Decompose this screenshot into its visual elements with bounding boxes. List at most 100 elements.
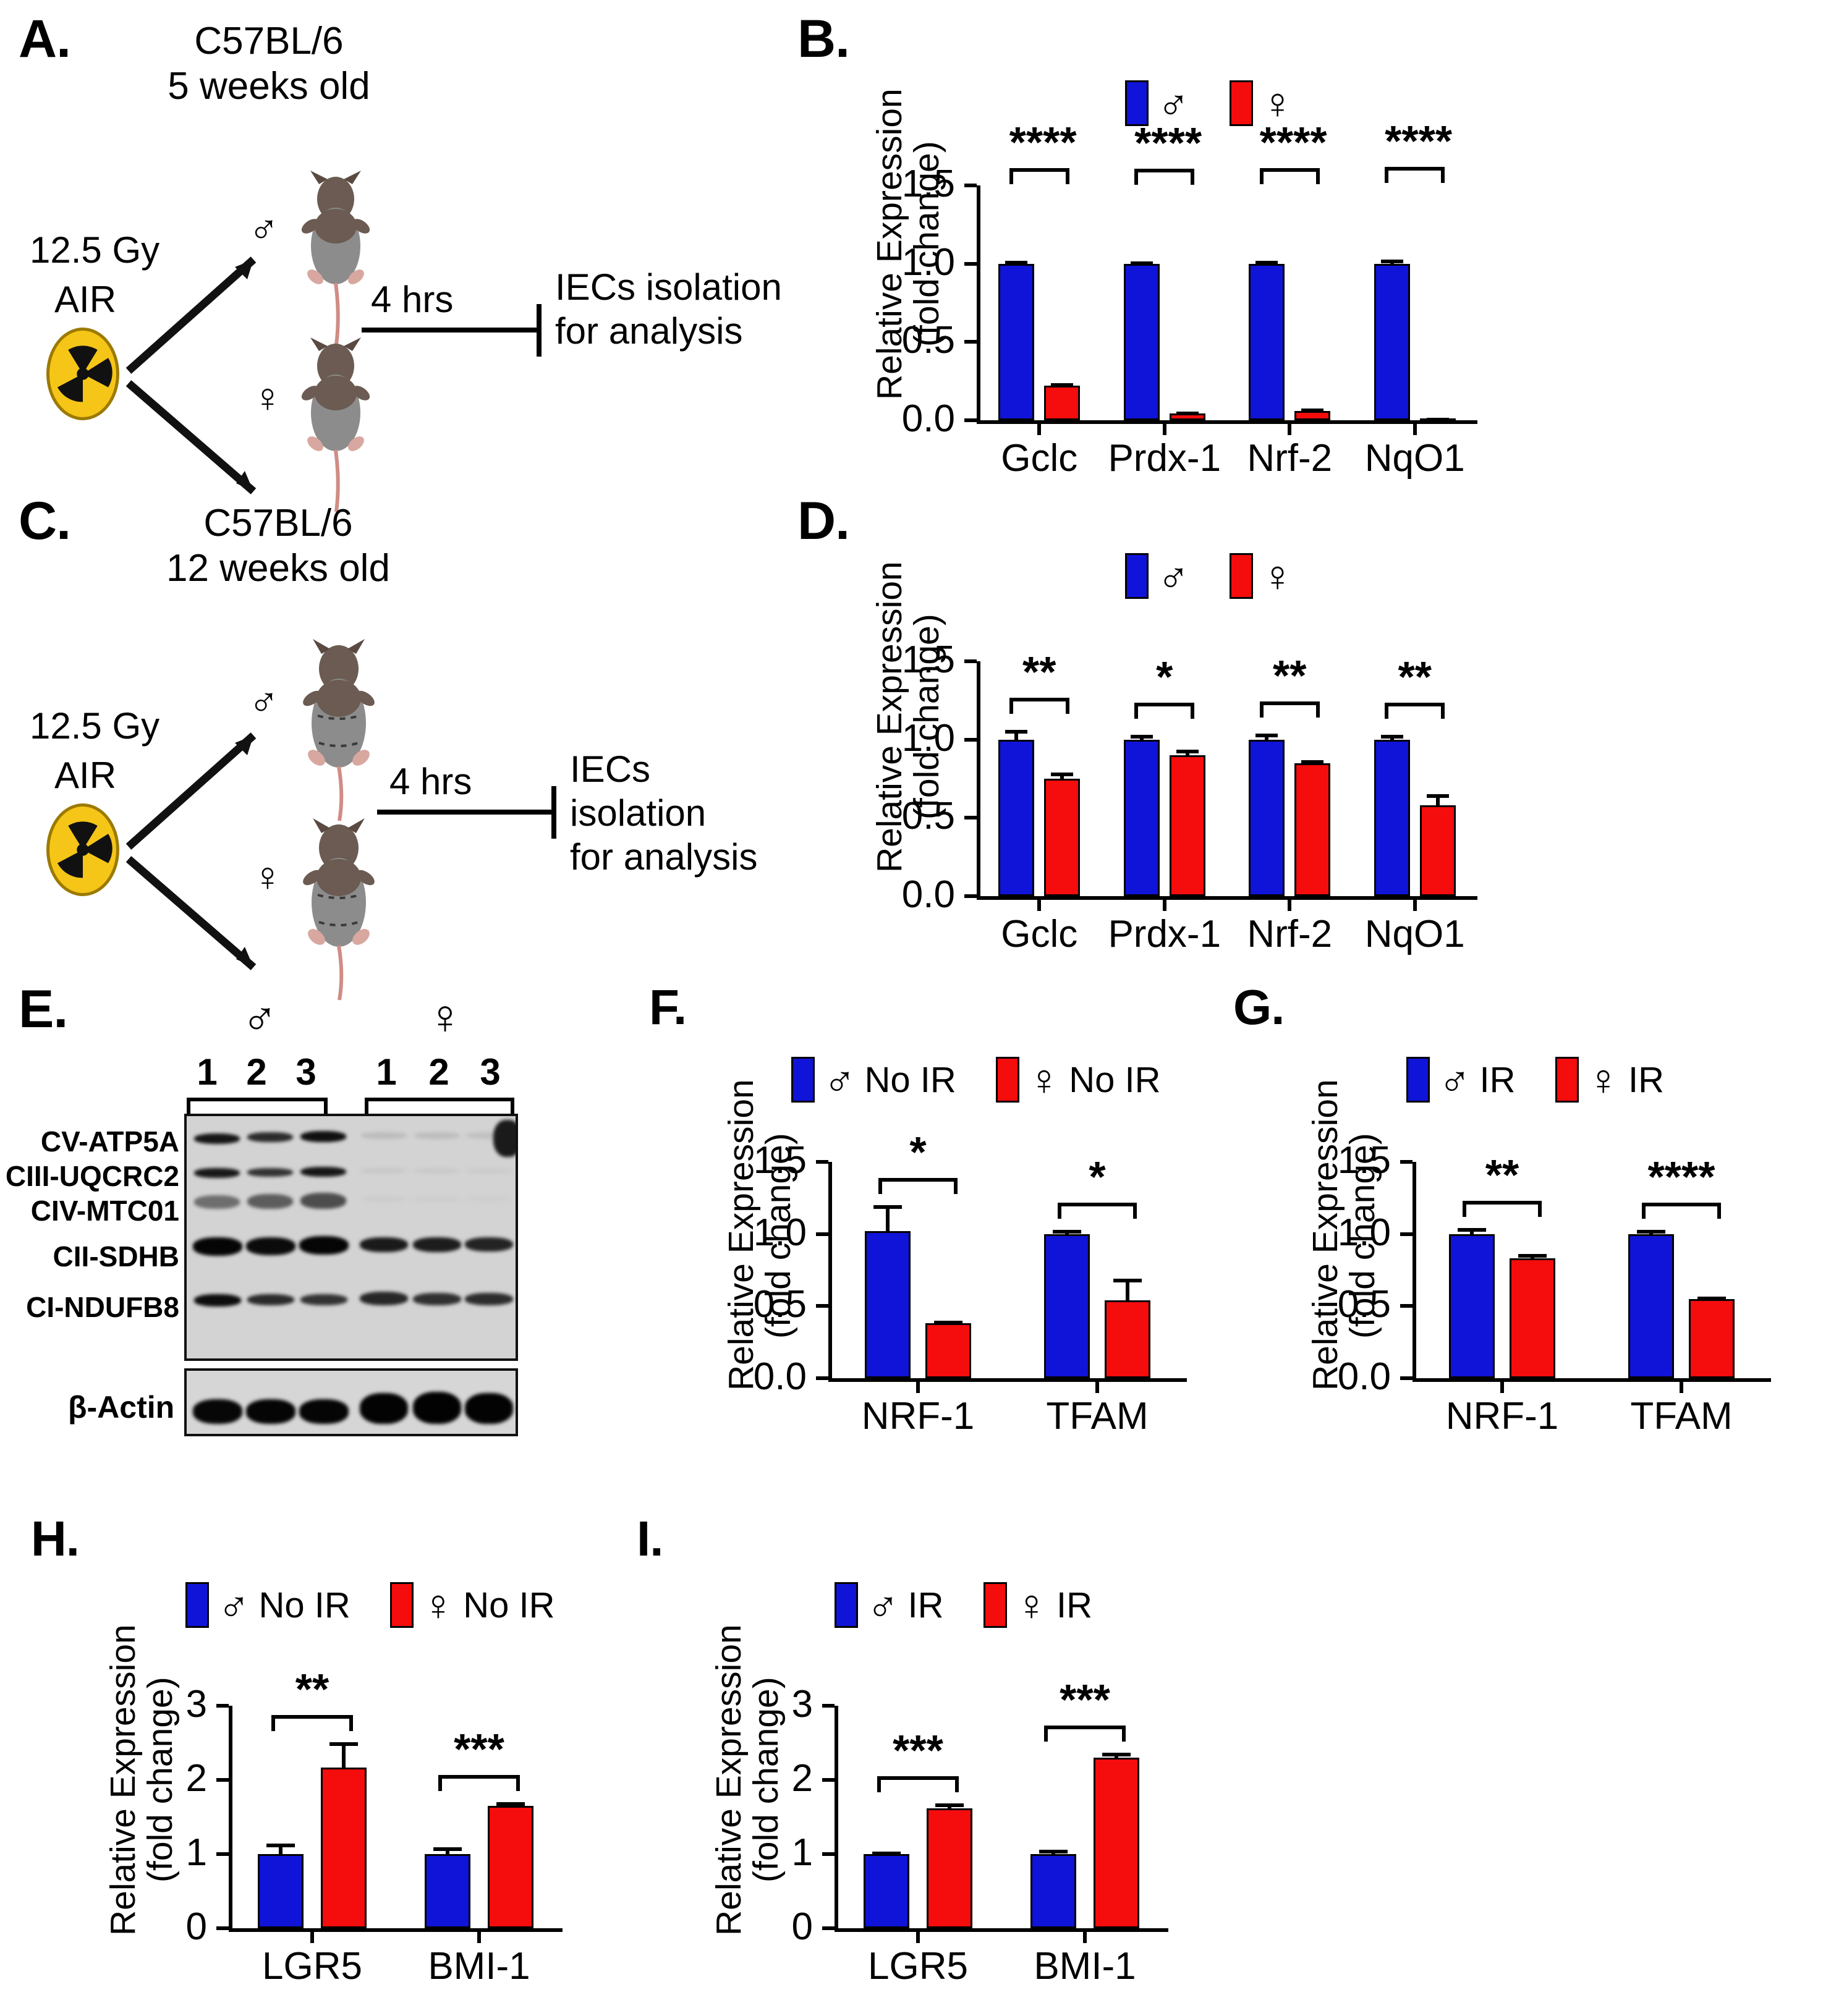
legend-male-text: IR: [907, 1585, 944, 1625]
x-axis-tick-label: LGR5: [868, 1945, 968, 1988]
panel-a-outcome-label: IECs isolation for analysis: [555, 266, 782, 352]
bar-male: [1628, 1234, 1674, 1378]
significance-annotation: **: [1463, 1151, 1542, 1218]
significance-bracket: [1385, 703, 1445, 719]
bar-female: [925, 1323, 971, 1378]
legend-female-symbol: ♀: [1015, 1581, 1048, 1629]
x-axis-tick-label: BMI-1: [1034, 1945, 1136, 1988]
panel-label-i: I.: [637, 1511, 663, 1566]
y-axis-tick: [964, 894, 977, 898]
y-axis-tick: [1400, 1160, 1413, 1164]
bar-male: [1249, 739, 1285, 896]
legend-swatch-female: [1555, 1057, 1579, 1103]
y-axis-line: [828, 1162, 832, 1378]
x-axis-tick: [916, 1382, 920, 1393]
bar-male: [998, 263, 1035, 420]
significance-stars: **: [1272, 651, 1307, 700]
blot-image-beta-actin: [184, 1368, 518, 1436]
significance-bracket: [877, 1776, 959, 1793]
legend-male-symbol: ♂: [823, 1056, 856, 1104]
legend-male-symbol: ♂: [1438, 1056, 1471, 1104]
error-bar: [864, 1852, 909, 1856]
y-axis-tick-label: 1.5: [901, 163, 955, 205]
error-bar: [1170, 750, 1205, 755]
legend-male-symbol: ♂: [218, 1581, 250, 1629]
significance-bracket: [1642, 1202, 1721, 1219]
mouse-illustration-female-a: [301, 337, 370, 512]
significance-stars: *: [1156, 653, 1173, 701]
significance-stars: **: [1022, 648, 1056, 697]
y-axis-tick-label: 1.5: [901, 638, 955, 681]
blot-label-uqcrc2: CIII-UQCRC2: [5, 1160, 179, 1192]
bar-female: [1689, 1298, 1735, 1378]
blot-label-beta-actin: β-Actin: [68, 1390, 175, 1425]
y-axis-tick-label: 0.0: [901, 397, 955, 440]
x-axis-tick: [1288, 900, 1292, 911]
significance-annotation: ****: [1134, 121, 1202, 185]
arrow-to-male: [125, 256, 257, 374]
significance-annotation: ****: [1642, 1152, 1721, 1219]
panel-b-legend: ♂ ♀: [1125, 80, 1294, 126]
significance-annotation: ****: [1385, 119, 1452, 184]
bar-male: [1249, 263, 1285, 420]
legend-male-text: No IR: [258, 1585, 350, 1625]
lane-number: 3: [295, 1051, 316, 1093]
legend-female-text: IR: [1628, 1059, 1664, 1100]
legend-male-text: No IR: [864, 1059, 956, 1100]
significance-annotation: ***: [877, 1729, 959, 1793]
significance-bracket: [1385, 167, 1445, 184]
panel-i-plot-area: 0 1 2 3 LGR5 *** BMI-1 ***: [792, 1678, 1168, 1988]
bar-female: [1169, 755, 1205, 896]
y-axis-tick: [822, 1852, 835, 1856]
legend-swatch-male: [1125, 553, 1149, 599]
bar-female: [1419, 805, 1456, 896]
error-bar: [1044, 772, 1080, 779]
blot-image-oxphos: [184, 1114, 518, 1361]
x-axis-tick-label: Prdx-1: [1108, 437, 1221, 480]
significance-stars: ***: [454, 1725, 504, 1773]
y-axis-tick: [1400, 1232, 1413, 1236]
bar-male: [865, 1231, 911, 1378]
female-symbol-a: ♀: [252, 375, 283, 420]
significance-stars: *: [1089, 1152, 1106, 1201]
bar-female: [1294, 410, 1331, 420]
error-bar: [927, 1803, 972, 1808]
legend-female-symbol: ♀: [1261, 79, 1294, 127]
lane-number: 2: [246, 1051, 267, 1093]
y-axis-tick: [816, 1232, 828, 1236]
legend-swatch-female: [389, 1582, 414, 1628]
x-axis-tick: [916, 1932, 920, 1943]
significance-stars: **: [1485, 1151, 1519, 1200]
bar-male: [258, 1854, 304, 1928]
significance-stars: ****: [1009, 117, 1077, 166]
y-axis-line: [835, 1706, 838, 1928]
x-axis-tick-label: Nrf-2: [1247, 437, 1333, 480]
y-axis-tick-label: 3: [791, 1683, 813, 1726]
significance-annotation: **: [271, 1667, 353, 1731]
error-bar: [1124, 735, 1160, 740]
blot-label-mtc01: CIV-MTC01: [30, 1195, 179, 1227]
significance-stars: ****: [1647, 1152, 1715, 1201]
y-axis-tick-label: 1.5: [1337, 1139, 1391, 1182]
y-axis-line: [977, 661, 980, 896]
error-bar: [321, 1742, 367, 1768]
significance-annotation: **: [1259, 651, 1320, 718]
panel-b-chart: B. Relative Expression (fold change) ♂ ♀…: [797, 6, 1527, 480]
panel-label-a: A.: [19, 9, 71, 69]
error-bar: [258, 1844, 304, 1854]
panel-label-h: H.: [31, 1511, 80, 1566]
error-bar: [1044, 383, 1080, 388]
y-axis-line: [1413, 1162, 1416, 1378]
y-axis-line: [229, 1706, 232, 1928]
legend-swatch-male: [185, 1582, 209, 1628]
y-axis-tick: [216, 1704, 229, 1708]
y-axis-line: [977, 185, 980, 420]
panel-a-schematic: A. C57BL/6 5 weeks old 12.5 Gy AIR ♂ ♀: [19, 6, 785, 512]
y-axis-tick: [964, 418, 977, 422]
legend-swatch-male: [1125, 80, 1149, 126]
group-bracket-female: [365, 1098, 514, 1114]
significance-bracket: [1058, 1202, 1137, 1219]
bar-male: [1044, 1234, 1090, 1378]
panel-label-e: E.: [19, 980, 68, 1039]
y-axis-tick-label: 0: [791, 1905, 813, 1948]
